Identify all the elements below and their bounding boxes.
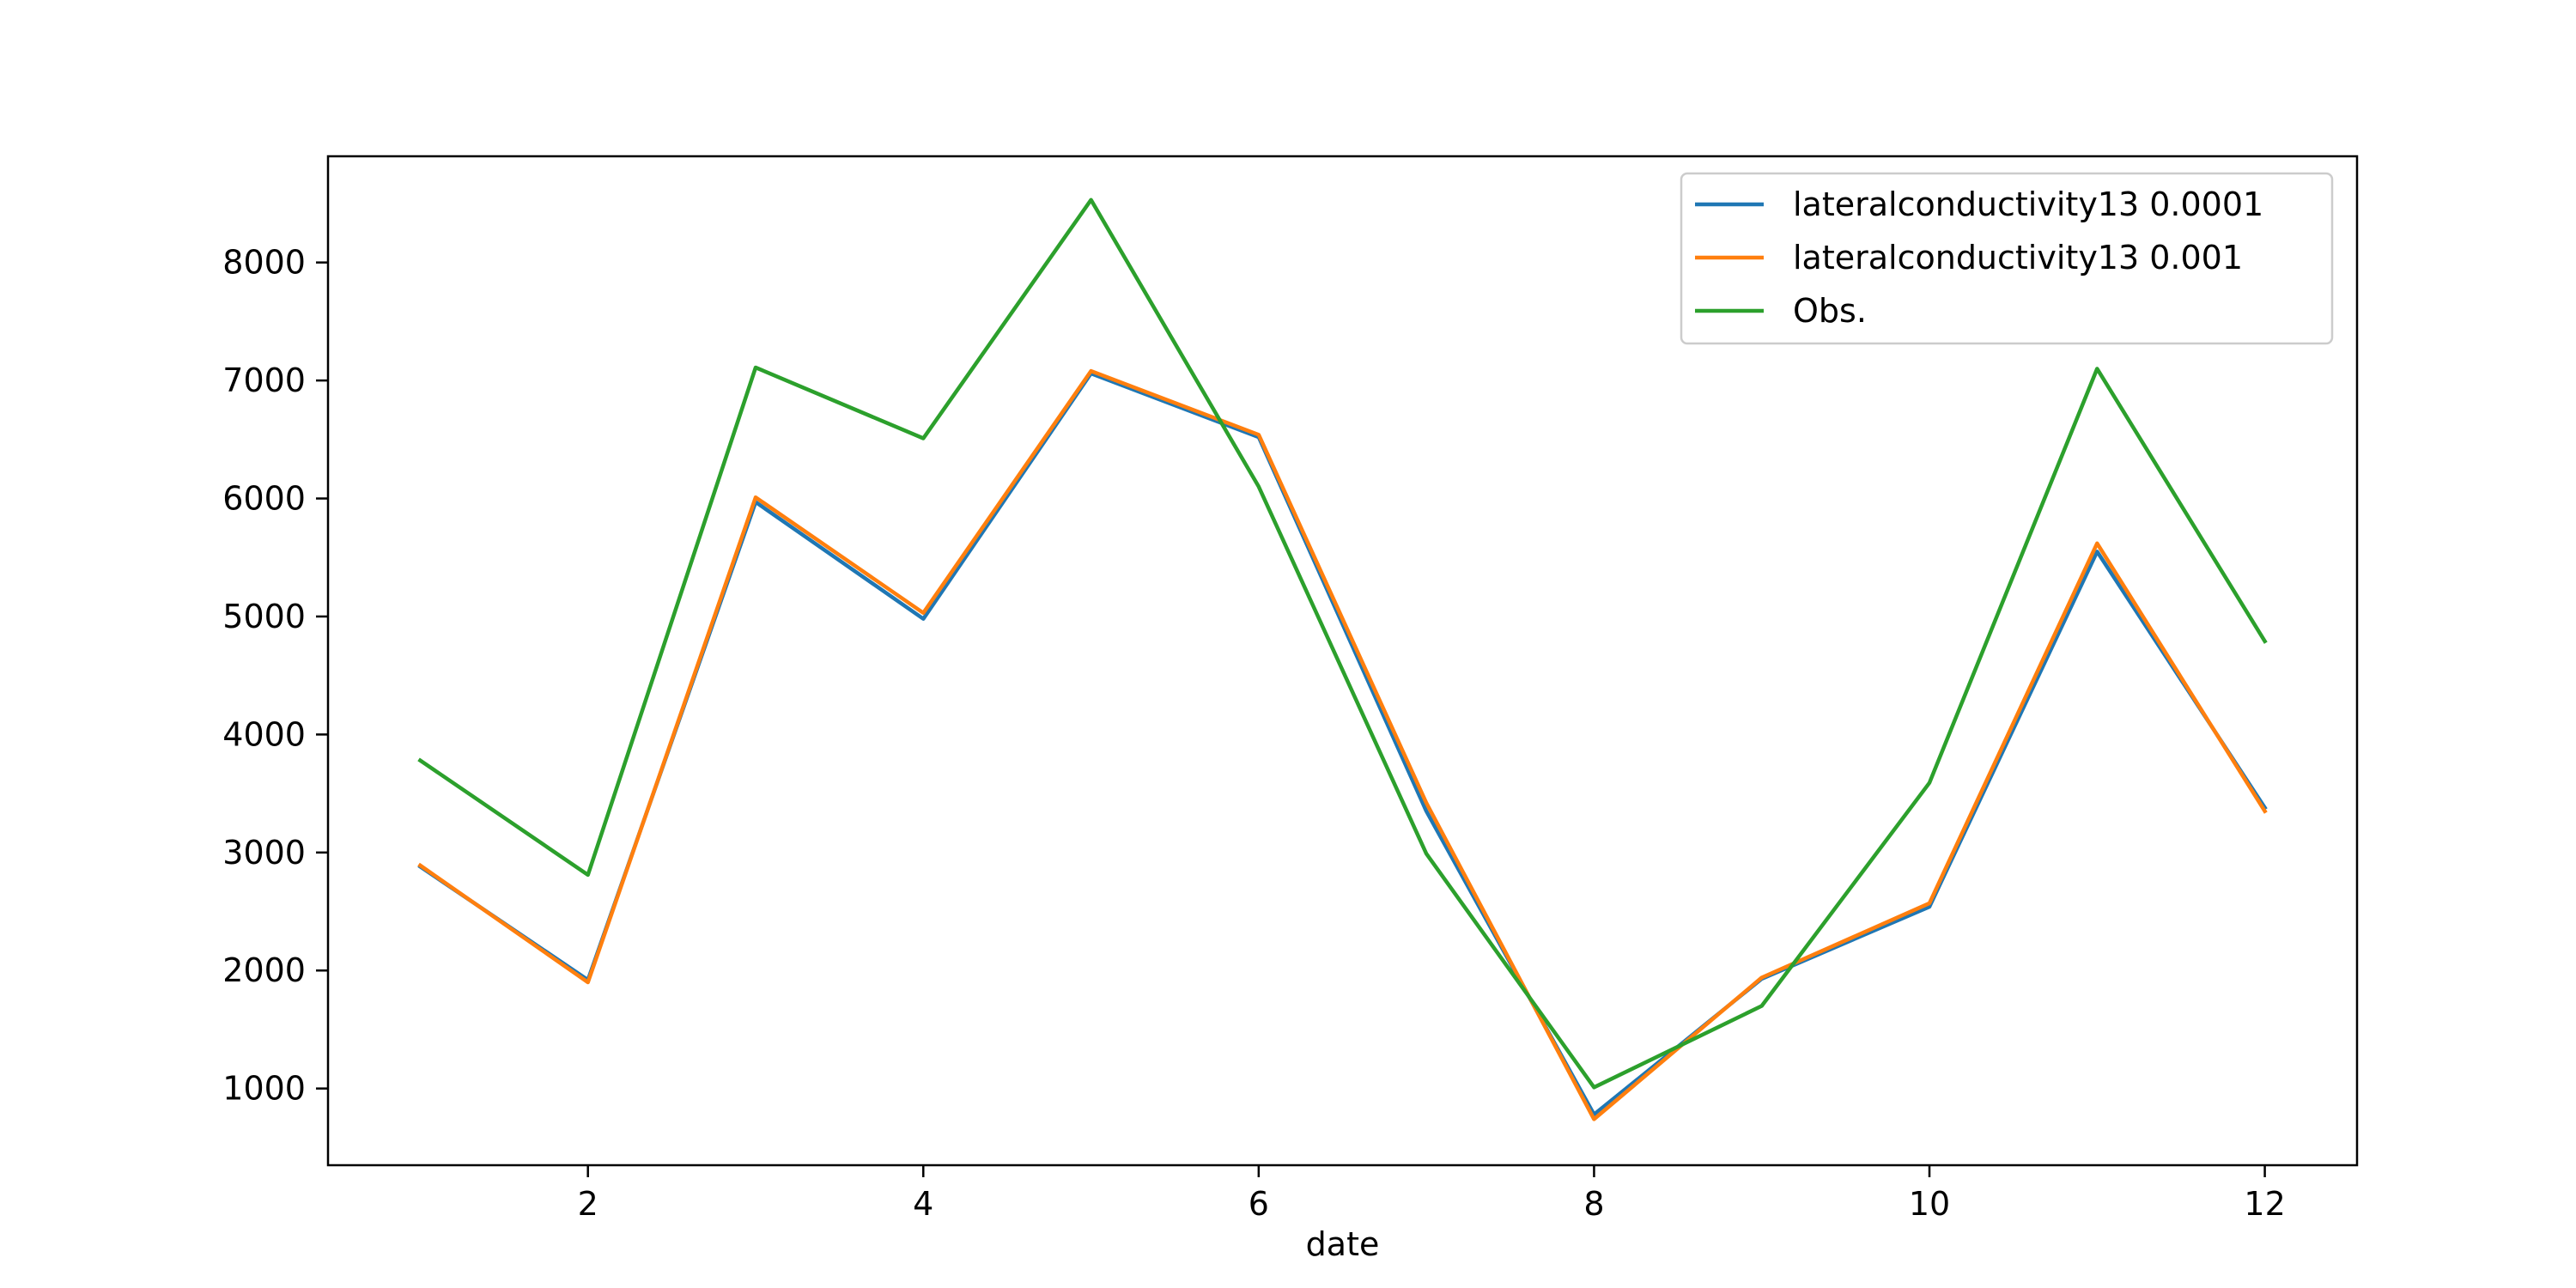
series-line-3	[417, 197, 2268, 1090]
y-tick-label: 4000	[222, 715, 306, 753]
series-line-1	[417, 371, 2268, 1117]
y-tick-label: 8000	[222, 244, 306, 282]
legend-label: lateralconductivity13 0.0001	[1793, 185, 2263, 223]
x-tick-label: 4	[913, 1185, 933, 1223]
legend-box	[1680, 172, 2334, 345]
legend-label: Obs.	[1793, 292, 1867, 330]
plot-frame	[326, 155, 2359, 1167]
legend: lateralconductivity13 0.0001 lateralcondu…	[1680, 172, 2334, 345]
x-axis: 2 4 6 8 10 12	[578, 1165, 2286, 1223]
x-tick-label: 6	[1249, 1185, 1269, 1223]
legend-label: lateralconductivity13 0.001	[1793, 239, 2243, 276]
x-tick-label: 12	[2244, 1185, 2285, 1223]
y-tick-label: 3000	[222, 834, 306, 872]
y-tick-label: 7000	[222, 361, 306, 399]
y-tick-label: 2000	[222, 951, 306, 989]
y-tick-label: 6000	[222, 480, 306, 518]
x-tick-label: 2	[578, 1185, 598, 1223]
x-tick-label: 10	[1909, 1185, 1950, 1223]
y-axis: 1000 2000 3000 4000 5000 6000 7000 8000	[222, 244, 328, 1108]
series-lines	[417, 197, 2268, 1121]
y-tick-label: 1000	[222, 1070, 306, 1108]
x-tick-label: 8	[1583, 1185, 1604, 1223]
x-axis-label: date	[1306, 1225, 1380, 1263]
y-tick-label: 5000	[222, 598, 306, 635]
series-line-2	[417, 368, 2268, 1121]
